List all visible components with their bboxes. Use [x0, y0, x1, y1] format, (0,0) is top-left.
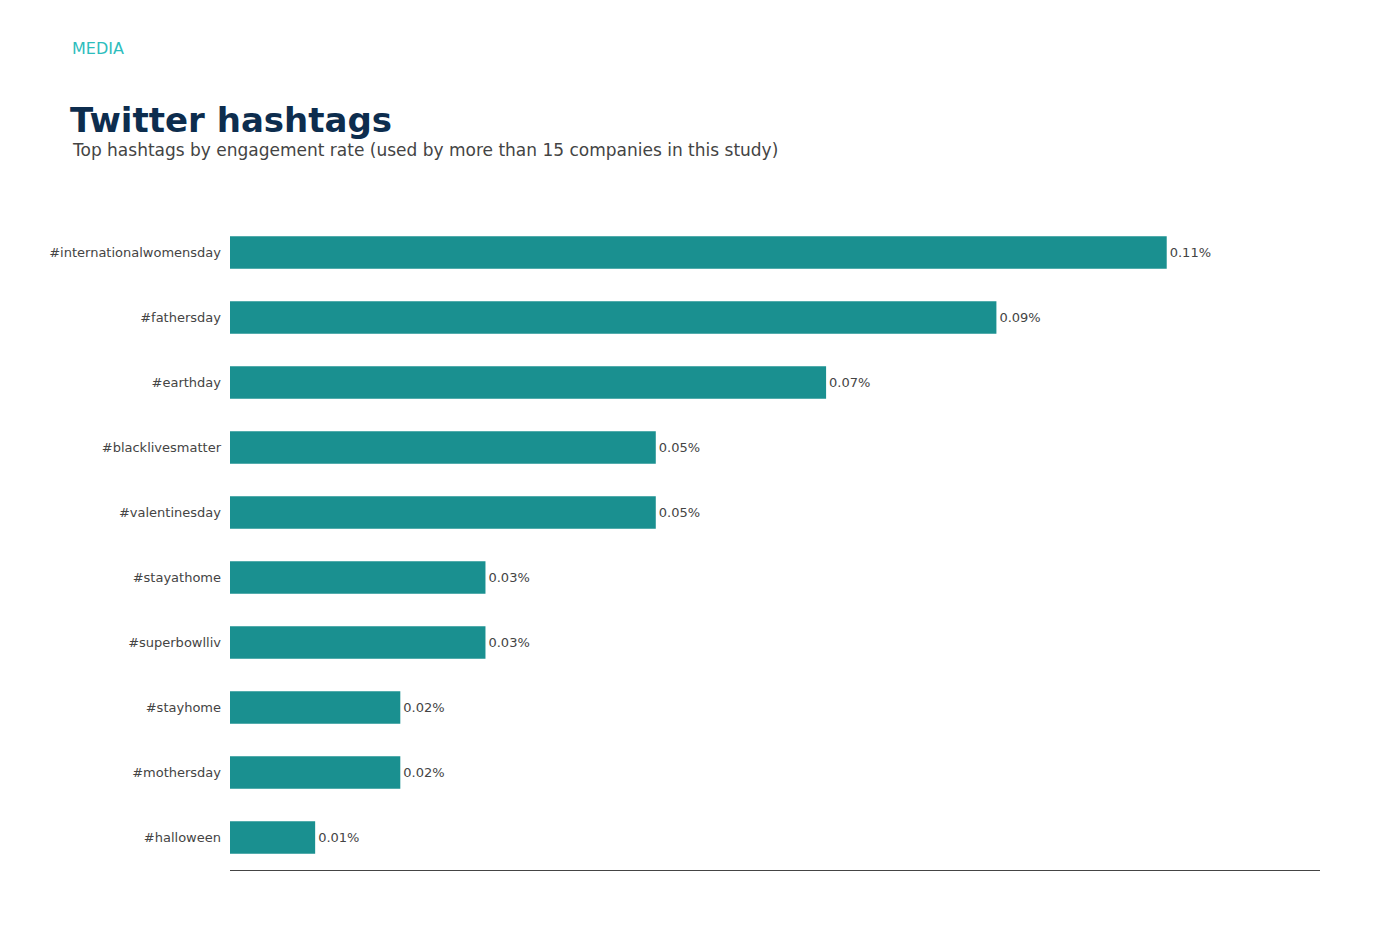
svg-text:0.02%: 0.02% [403, 765, 444, 780]
svg-text:Top hashtags by engagement rat: Top hashtags by engagement rate (used by… [72, 140, 778, 160]
svg-text:#blacklivesmatter: #blacklivesmatter [102, 440, 222, 455]
svg-text:0.03%: 0.03% [488, 570, 529, 585]
svg-text:0.05%: 0.05% [659, 440, 700, 455]
svg-text:#internationalwomensday: #internationalwomensday [49, 245, 221, 260]
svg-text:#fathersday: #fathersday [140, 310, 221, 325]
svg-text:0.03%: 0.03% [488, 635, 529, 650]
svg-text:0.09%: 0.09% [999, 310, 1040, 325]
svg-text:#mothersday: #mothersday [132, 765, 221, 780]
svg-text:#valentinesday: #valentinesday [119, 505, 221, 520]
svg-text:0.05%: 0.05% [659, 505, 700, 520]
svg-text:0.11%: 0.11% [1170, 245, 1211, 260]
svg-text:#earthday: #earthday [152, 375, 222, 390]
svg-text:#stayathome: #stayathome [133, 570, 221, 585]
svg-text:Twitter hashtags: Twitter hashtags [70, 100, 392, 140]
svg-text:MEDIA: MEDIA [72, 39, 124, 58]
svg-text:#halloween: #halloween [144, 830, 221, 845]
svg-text:0.07%: 0.07% [829, 375, 870, 390]
svg-text:#superbowlliv: #superbowlliv [128, 635, 221, 650]
svg-text:0.01%: 0.01% [318, 830, 359, 845]
svg-text:#stayhome: #stayhome [146, 700, 221, 715]
svg-text:0.02%: 0.02% [403, 700, 444, 715]
